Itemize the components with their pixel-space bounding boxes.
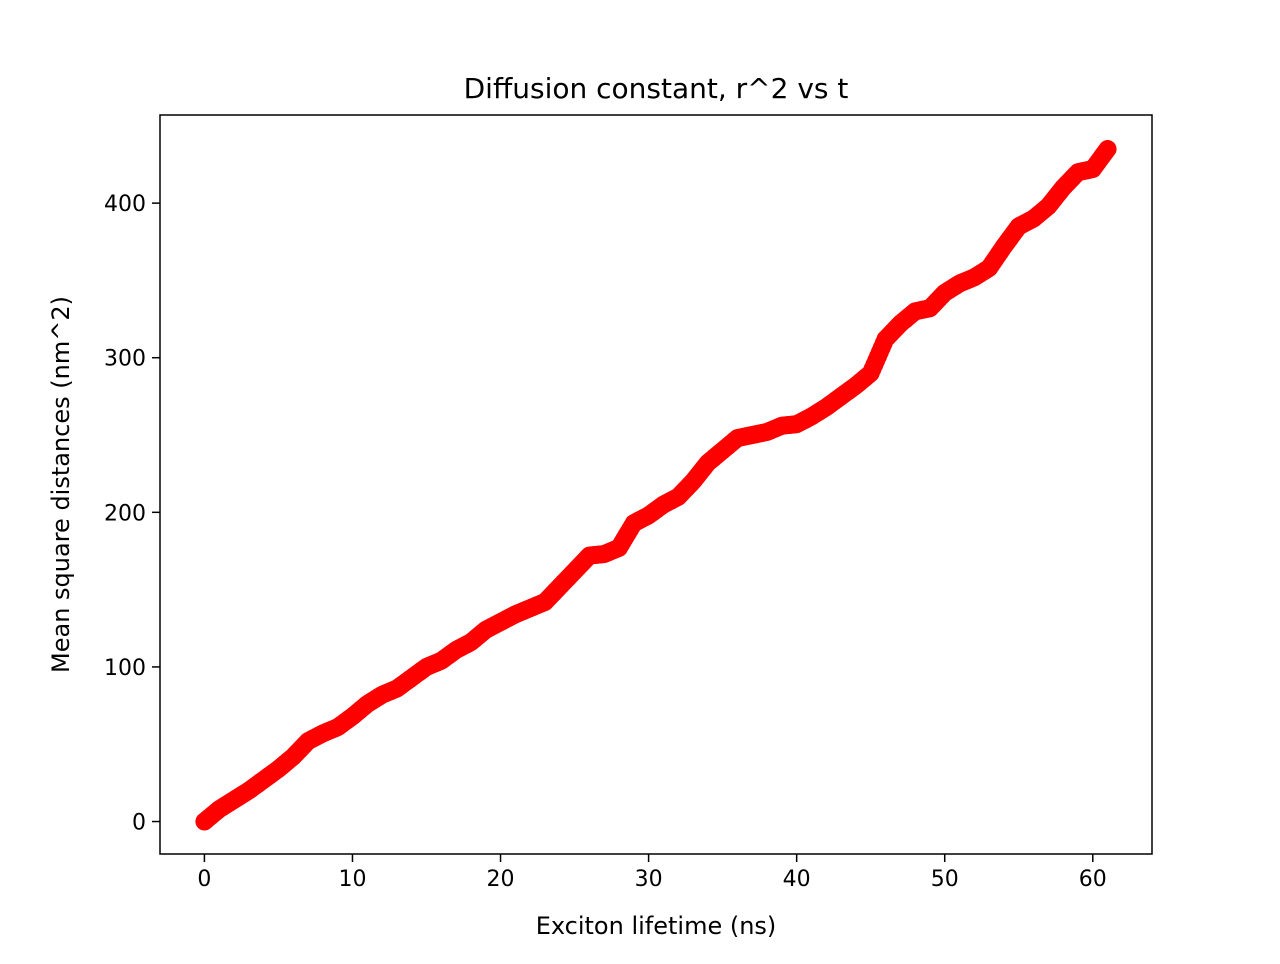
x-axis-ticks: 0 10 20 30 40 50 60 (197, 854, 1107, 892)
x-tick-label: 0 (197, 867, 211, 892)
y-tick-label: 300 (104, 347, 146, 372)
x-axis-label: Exciton lifetime (ns) (536, 912, 777, 940)
y-tick-label: 0 (132, 811, 146, 836)
x-tick-label: 30 (635, 867, 663, 892)
y-tick-label: 200 (104, 501, 146, 526)
y-tick-label: 100 (104, 656, 146, 681)
y-axis-ticks: 0 100 200 300 400 (104, 192, 160, 836)
plot-frame (159, 114, 1153, 855)
x-tick-label: 10 (338, 867, 366, 892)
y-tick-label: 400 (104, 192, 146, 217)
chart-title: Diffusion constant, r^2 vs t (464, 72, 849, 105)
x-tick-label: 20 (487, 867, 515, 892)
x-tick-label: 50 (931, 867, 959, 892)
data-points (195, 140, 1117, 831)
data-point-fill (1096, 142, 1115, 161)
x-tick-label: 40 (783, 867, 811, 892)
x-tick-label: 60 (1079, 867, 1107, 892)
y-axis-label: Mean square distances (nm^2) (47, 296, 75, 673)
